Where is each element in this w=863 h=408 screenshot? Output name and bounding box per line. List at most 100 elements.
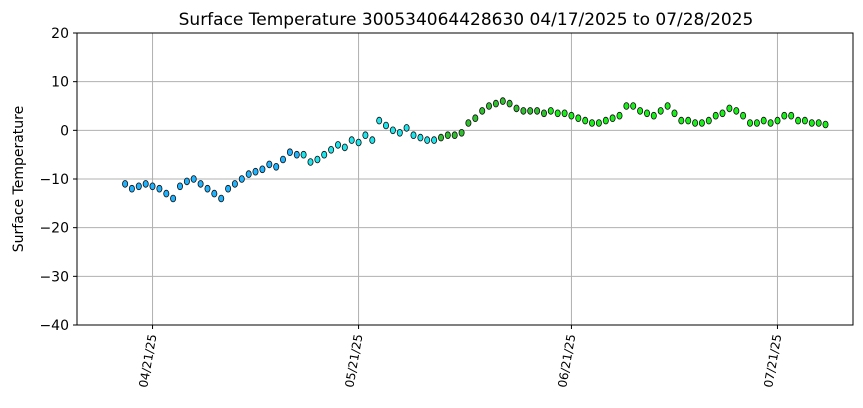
y-tick-label: −30 (39, 269, 69, 285)
data-point (678, 116, 685, 125)
data-point (465, 119, 472, 127)
data-point (204, 184, 211, 193)
data-point (589, 119, 596, 127)
data-point (142, 180, 149, 188)
data-point (211, 189, 218, 198)
data-point (328, 146, 335, 154)
data-point (719, 109, 726, 118)
y-tick-label: −20 (39, 221, 69, 237)
data-point (547, 107, 554, 115)
data-point (705, 116, 712, 125)
data-point (650, 111, 657, 120)
data-point (726, 104, 733, 113)
data-point (747, 119, 754, 127)
data-point (334, 141, 341, 149)
data-point (417, 133, 424, 142)
data-point (609, 114, 616, 122)
data-point (602, 116, 609, 125)
data-point (314, 155, 321, 164)
data-point (740, 111, 747, 120)
data-point (623, 102, 630, 110)
data-point (774, 116, 781, 125)
data-point (554, 109, 561, 118)
data-point (424, 136, 431, 144)
data-point (595, 119, 602, 127)
data-point (685, 116, 692, 125)
data-point (815, 119, 822, 127)
data-point (451, 131, 458, 140)
data-point (259, 165, 266, 174)
data-point (568, 111, 575, 120)
data-point (534, 107, 541, 115)
data-point (561, 109, 568, 118)
data-point (657, 107, 664, 115)
data-point (355, 138, 362, 147)
data-point (479, 107, 486, 115)
data-point (128, 184, 135, 193)
data-point (176, 182, 183, 191)
data-point (225, 184, 232, 193)
data-point (376, 116, 383, 125)
data-point (431, 136, 438, 144)
data-point (582, 116, 589, 125)
data-point (458, 129, 465, 137)
data-point (218, 194, 225, 203)
data-point (712, 111, 719, 120)
data-point (362, 131, 369, 140)
data-point (149, 182, 156, 191)
data-point (170, 194, 177, 203)
data-point (341, 143, 348, 152)
y-tick-label: −10 (39, 172, 69, 188)
data-point (286, 148, 293, 157)
data-point (485, 102, 492, 110)
data-point (630, 102, 637, 110)
data-point (403, 124, 410, 132)
data-point (788, 111, 795, 120)
data-point (231, 180, 238, 188)
data-point (760, 116, 767, 125)
data-point (266, 160, 273, 169)
data-point (369, 136, 376, 144)
y-axis-label: Surface Temperature (11, 106, 27, 252)
data-point (279, 155, 286, 164)
data-point (671, 109, 678, 118)
data-point (389, 126, 396, 135)
data-point (822, 120, 829, 129)
data-point (616, 111, 623, 120)
data-point (808, 119, 815, 127)
data-point (307, 158, 314, 166)
data-point (183, 177, 190, 186)
data-point (692, 119, 699, 127)
data-point (733, 107, 740, 115)
data-point (238, 175, 245, 183)
data-point (520, 107, 527, 115)
data-point (472, 114, 479, 122)
data-point (156, 184, 163, 193)
data-point (293, 150, 300, 159)
data-point (767, 119, 774, 127)
data-point (753, 119, 760, 127)
data-point (444, 131, 451, 140)
data-point (644, 109, 651, 118)
data-point (197, 180, 204, 188)
data-point (245, 170, 252, 178)
data-point (122, 180, 129, 188)
data-point (135, 182, 142, 191)
data-points (122, 97, 829, 203)
data-point (410, 131, 417, 140)
data-point (437, 133, 444, 142)
chart-title: Surface Temperature 300534064428630 04/1… (179, 10, 754, 30)
data-point (698, 119, 705, 127)
data-point (190, 175, 197, 183)
data-point (300, 150, 307, 159)
data-point (321, 150, 328, 159)
data-point (163, 189, 170, 198)
y-tick-label: 10 (51, 75, 69, 91)
y-tick-label: 20 (51, 26, 69, 42)
data-point (801, 116, 808, 125)
y-tick-label: 0 (60, 123, 69, 139)
data-point (795, 116, 802, 125)
data-point (499, 97, 506, 105)
